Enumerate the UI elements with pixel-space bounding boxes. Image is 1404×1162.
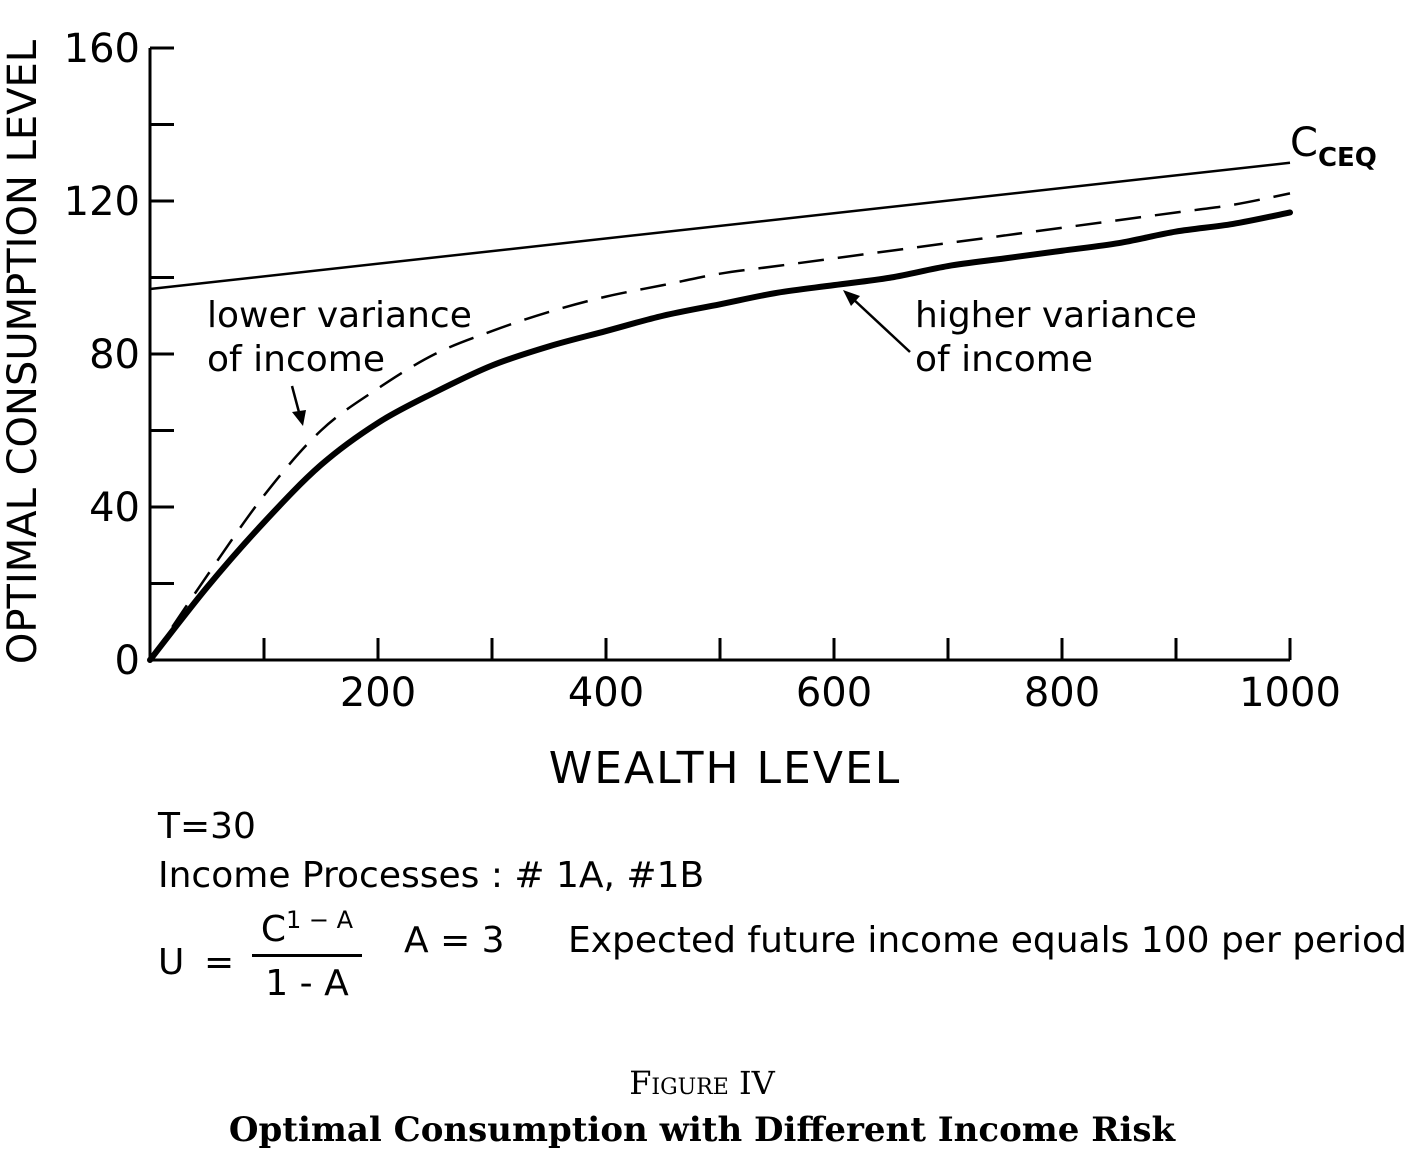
x-tick-label: 1000 <box>1239 670 1341 716</box>
annotation-arrow-higher <box>851 297 911 353</box>
utility-fraction: C1 − A 1 - A <box>252 906 362 1004</box>
x-axis-title: WEALTH LEVEL <box>549 743 902 794</box>
series-label-cceq: CCEQ <box>1290 120 1377 173</box>
utility-numerator: C1 − A <box>252 906 362 950</box>
series-line-1 <box>148 192 1291 661</box>
y-tick-label: 120 <box>64 179 140 225</box>
note-utility: U = C1 − A 1 - A A = 3 Expected future i… <box>158 906 1404 1020</box>
risk-aversion-value: A = 3 <box>404 920 505 961</box>
annotation-higher-line1: higher variance <box>915 295 1197 336</box>
series-layer <box>147 161 1293 663</box>
y-axis-title: OPTIMAL CONSUMPTION LEVEL <box>0 39 46 664</box>
annotation-arrow-lower <box>290 385 302 417</box>
utility-equals: = <box>204 942 235 983</box>
expected-income-note: Expected future income equals 100 per pe… <box>568 920 1404 961</box>
y-tick-label: 0 <box>115 638 140 684</box>
utility-symbol: U <box>158 942 185 983</box>
x-tick-label: 400 <box>568 670 644 716</box>
numerator-exponent: 1 − A <box>286 906 354 934</box>
numerator-base: C <box>260 909 287 950</box>
annotation-lower-line1: lower variance <box>207 295 472 336</box>
y-tick-label: 40 <box>89 485 140 531</box>
y-tick-label: 80 <box>89 332 140 378</box>
series-label-cceq-main: C <box>1290 120 1318 166</box>
note-income-processes: Income Processes : # 1A, #1B <box>158 855 705 896</box>
chart: 200 400 600 800 1000 0 40 80 120 160 WEALTH LEVEL O… <box>0 26 1377 794</box>
annotation-arrowhead-higher <box>843 290 860 306</box>
series-line-2 <box>147 209 1293 663</box>
note-horizon: T=30 <box>158 806 256 847</box>
x-tick-label: 200 <box>340 670 416 716</box>
axes <box>148 46 1292 662</box>
figure-title: Optimal Consumption with Different Incom… <box>228 1110 1176 1150</box>
utility-denominator: 1 - A <box>265 963 349 1004</box>
annotation-lower-line2: of income <box>207 339 385 380</box>
series-label-cceq-sub: CEQ <box>1318 143 1377 173</box>
x-tick-label: 800 <box>1024 670 1100 716</box>
figure-label: Figure IV <box>629 1064 775 1102</box>
annotation-higher-line2: of income <box>915 339 1093 380</box>
fraction-bar <box>252 954 362 957</box>
x-tick-label: 600 <box>796 670 872 716</box>
y-tick-label: 160 <box>64 26 140 72</box>
series-line-0 <box>149 161 1291 291</box>
labels-layer: 200 400 600 800 1000 0 40 80 120 160 WEALTH LEVEL O… <box>0 26 1377 794</box>
annotation-arrowhead-lower <box>292 410 306 426</box>
